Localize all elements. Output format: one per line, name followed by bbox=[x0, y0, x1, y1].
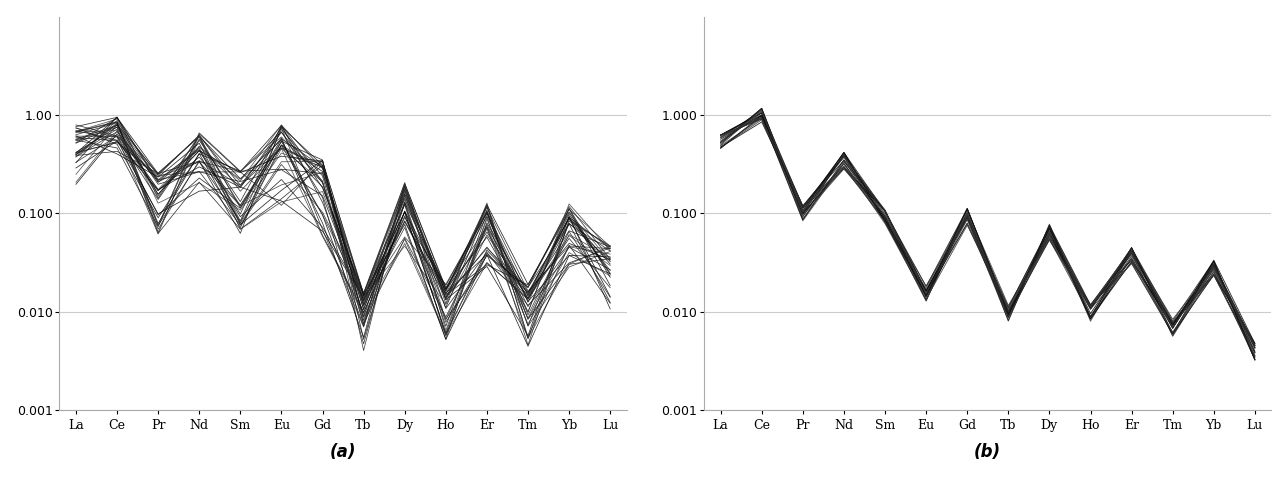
X-axis label: (a): (a) bbox=[330, 443, 357, 461]
X-axis label: (b): (b) bbox=[974, 443, 1001, 461]
